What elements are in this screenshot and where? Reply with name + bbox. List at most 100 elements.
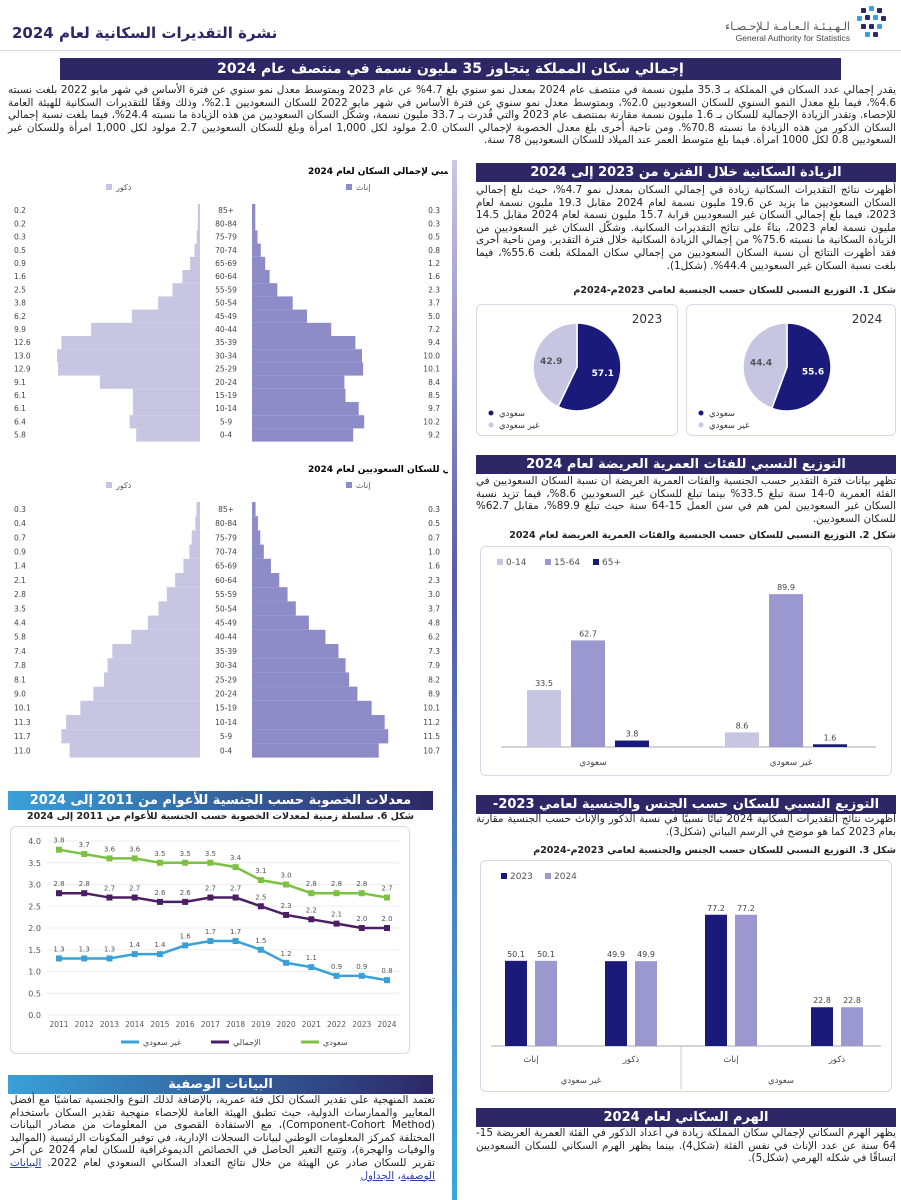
pyramid-value-male: 9.9 (14, 325, 26, 334)
series-marker (81, 955, 88, 962)
bar-value: 50.1 (507, 950, 525, 959)
series-marker (358, 972, 365, 979)
legend-label: الإجمالي (233, 1038, 261, 1048)
legend-label-saudi: سعودي (709, 409, 735, 419)
bar (615, 740, 649, 747)
section-growth-text: أظهرت نتائج التقديرات السكانية زيادة في … (476, 184, 897, 272)
pyramid-value-female: 9.4 (428, 338, 440, 347)
fig2-caption: شكل 2. التوزيع النسبي للسكان حسب الجنسية… (509, 530, 896, 541)
pyramid-age-label: 35-39 (215, 647, 237, 656)
pyramid-age-label: 50-54 (215, 299, 237, 308)
pyramid-bar-male (99, 375, 200, 389)
pyramid-bar-male (58, 362, 200, 376)
series-marker (182, 942, 189, 949)
series-marker (56, 955, 62, 962)
pyramid-value-male: 5.8 (14, 431, 26, 440)
legend-swatch (545, 873, 551, 879)
pyramid-bar-male (132, 388, 200, 402)
legend-label-male: ذكور (115, 481, 132, 490)
pyramid-title: شكل 4. الهرم السكاني بالتوزيع النسبي لإج… (308, 167, 448, 177)
pyramid-value-female: 7.3 (428, 647, 440, 656)
pyramid-value-male: 11.3 (14, 718, 31, 727)
bar (505, 960, 527, 1046)
pyramid-age-label: 75-79 (215, 533, 237, 542)
pyramid-value-male: 12.9 (14, 365, 31, 374)
pyramid-value-female: 0.5 (428, 519, 440, 528)
intro-paragraph: يقدر إجمالي عدد السكان في المملكة بـ 35.… (8, 84, 897, 147)
pyramid-bar-female (252, 700, 372, 715)
legend-swatch (501, 873, 507, 879)
pyramid-value-female: 0.3 (428, 219, 440, 228)
series-marker (156, 859, 163, 866)
pyramid-age-label: 10-14 (215, 404, 237, 413)
pyramid-value-male: 7.4 (14, 647, 26, 656)
pyramid-age-label: 85+ (218, 206, 234, 215)
pyramid-value-female: 7.9 (428, 661, 440, 670)
fig2-chart: 0-14 15-64 65+ 33.5 62.7 3.8 سعودي 8.6 89.9 1.6 غي… (497, 558, 876, 768)
series-marker (131, 894, 138, 901)
bar-value: 22.8 (813, 996, 831, 1005)
pyramid-age-label: 45-49 (215, 619, 237, 628)
pyramid-age-label: 70-74 (215, 246, 237, 255)
pyramid-bar-male (196, 502, 200, 517)
legend-label: 2024 (554, 872, 577, 882)
pyramid-bar-male (191, 530, 200, 545)
pyramid-age-label: 5-9 (220, 732, 232, 741)
pyramid-age-label: 55-59 (215, 285, 237, 294)
bar (735, 914, 757, 1046)
legend-dot-saudi (698, 410, 704, 416)
x-tick-label: 2016 (176, 1020, 195, 1029)
pyramid-age-label: 50-54 (215, 604, 237, 613)
series-marker (156, 898, 163, 905)
legend-label-saudi: سعودي (499, 409, 525, 419)
pyramid-value-male: 6.1 (14, 391, 26, 400)
pyramid-age-label: 45-49 (215, 312, 237, 321)
data-label: 1.3 (79, 945, 90, 953)
category-label: ذكور (828, 1055, 846, 1065)
data-label: 2.7 (104, 885, 115, 893)
pie-chart-2024: 55.6 44.4 2024 سعودي غير سعودي (698, 312, 882, 431)
pyramid-bar-female (252, 729, 389, 744)
data-label: 2.3 (281, 902, 292, 910)
section-meta-text: تعتمد المنهجية على تقدير السكان لكل فئة … (10, 1094, 435, 1182)
pyramid-value-female: 8.5 (428, 391, 440, 400)
pyramid-bar-male (147, 615, 200, 630)
pyramid-value-male: 11.7 (14, 732, 31, 741)
tables-link[interactable]: الجداول (360, 1169, 395, 1182)
pyramid-value-female: 8.9 (428, 690, 440, 699)
pyramid-age-label: 20-24 (215, 690, 237, 699)
pyramid-age-label: 5-9 (220, 417, 232, 426)
pyramid-value-male: 7.8 (14, 661, 26, 670)
bar-value: 3.8 (626, 730, 639, 739)
legend-label-non-saudi: غير سعودي (499, 421, 540, 431)
bar (813, 744, 847, 747)
pyramid-age-label: 60-64 (215, 272, 237, 281)
x-tick-label: 2017 (201, 1020, 220, 1029)
bar-value: 8.6 (736, 721, 749, 730)
pyramid-bar-male (129, 415, 200, 429)
data-label: 2.8 (306, 880, 317, 888)
series-marker (81, 851, 88, 858)
bar (725, 732, 759, 747)
pyramid-value-female: 1.2 (428, 259, 440, 268)
pyramid-bar-male (195, 516, 200, 531)
series-marker (283, 911, 290, 918)
pyramid-value-male: 0.5 (14, 246, 26, 255)
pie-label-saudi: 55.6 (802, 368, 824, 378)
data-label: 2.6 (180, 889, 192, 897)
pyramid-value-male: 0.2 (14, 206, 26, 215)
pyramid-bar-male (131, 629, 200, 644)
section-meta-title: البيانات الوصفية (8, 1075, 433, 1094)
section-fertility-title: معدلات الخصوبة حسب الجنسية للأعوام من 20… (8, 791, 433, 810)
series-marker (207, 938, 214, 945)
pyramid-value-female: 0.3 (428, 206, 440, 215)
pie-label-non-saudi: 42.9 (540, 357, 562, 367)
series-marker (131, 951, 138, 958)
section-age-text: تظهر بيانات فترة التقدير حسب الجنسية وال… (476, 475, 896, 525)
metadata-link[interactable]: البيانات الوصفية (10, 1156, 435, 1182)
series-marker (333, 920, 340, 927)
pyramid-bar-male (61, 729, 201, 744)
series-marker (384, 894, 390, 901)
legend-dot-non-saudi (488, 422, 494, 428)
fig6-chart: 0.0 0.5 1.0 1.5 2.0 2.5 3.0 3.5 4.0 2011 2012 2013 2… (28, 837, 399, 1048)
